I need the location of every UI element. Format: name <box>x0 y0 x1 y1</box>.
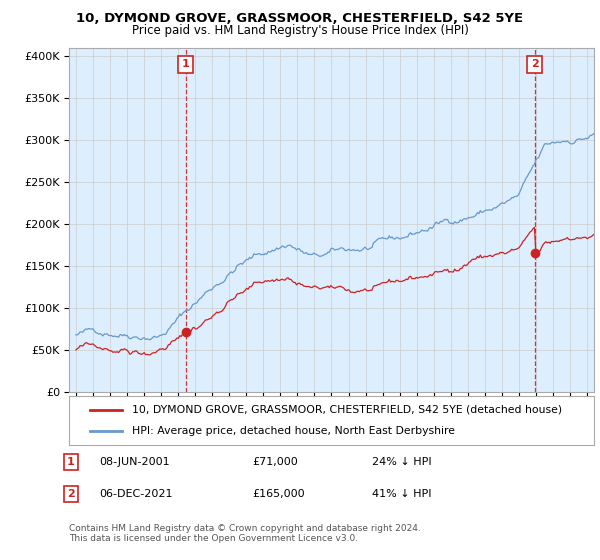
Text: Price paid vs. HM Land Registry's House Price Index (HPI): Price paid vs. HM Land Registry's House … <box>131 24 469 36</box>
Text: 41% ↓ HPI: 41% ↓ HPI <box>372 489 431 499</box>
Text: 1: 1 <box>67 457 74 467</box>
Text: 10, DYMOND GROVE, GRASSMOOR, CHESTERFIELD, S42 5YE (detached house): 10, DYMOND GROVE, GRASSMOOR, CHESTERFIEL… <box>132 405 562 415</box>
Text: 24% ↓ HPI: 24% ↓ HPI <box>372 457 431 467</box>
Text: £165,000: £165,000 <box>252 489 305 499</box>
Text: 06-DEC-2021: 06-DEC-2021 <box>99 489 173 499</box>
Text: 2: 2 <box>67 489 74 499</box>
Text: 08-JUN-2001: 08-JUN-2001 <box>99 457 170 467</box>
Text: Contains HM Land Registry data © Crown copyright and database right 2024.
This d: Contains HM Land Registry data © Crown c… <box>69 524 421 543</box>
Text: HPI: Average price, detached house, North East Derbyshire: HPI: Average price, detached house, Nort… <box>132 426 455 436</box>
Text: 10, DYMOND GROVE, GRASSMOOR, CHESTERFIELD, S42 5YE: 10, DYMOND GROVE, GRASSMOOR, CHESTERFIEL… <box>76 12 524 25</box>
Text: 2: 2 <box>531 59 539 69</box>
Text: £71,000: £71,000 <box>252 457 298 467</box>
Text: 1: 1 <box>182 59 190 69</box>
